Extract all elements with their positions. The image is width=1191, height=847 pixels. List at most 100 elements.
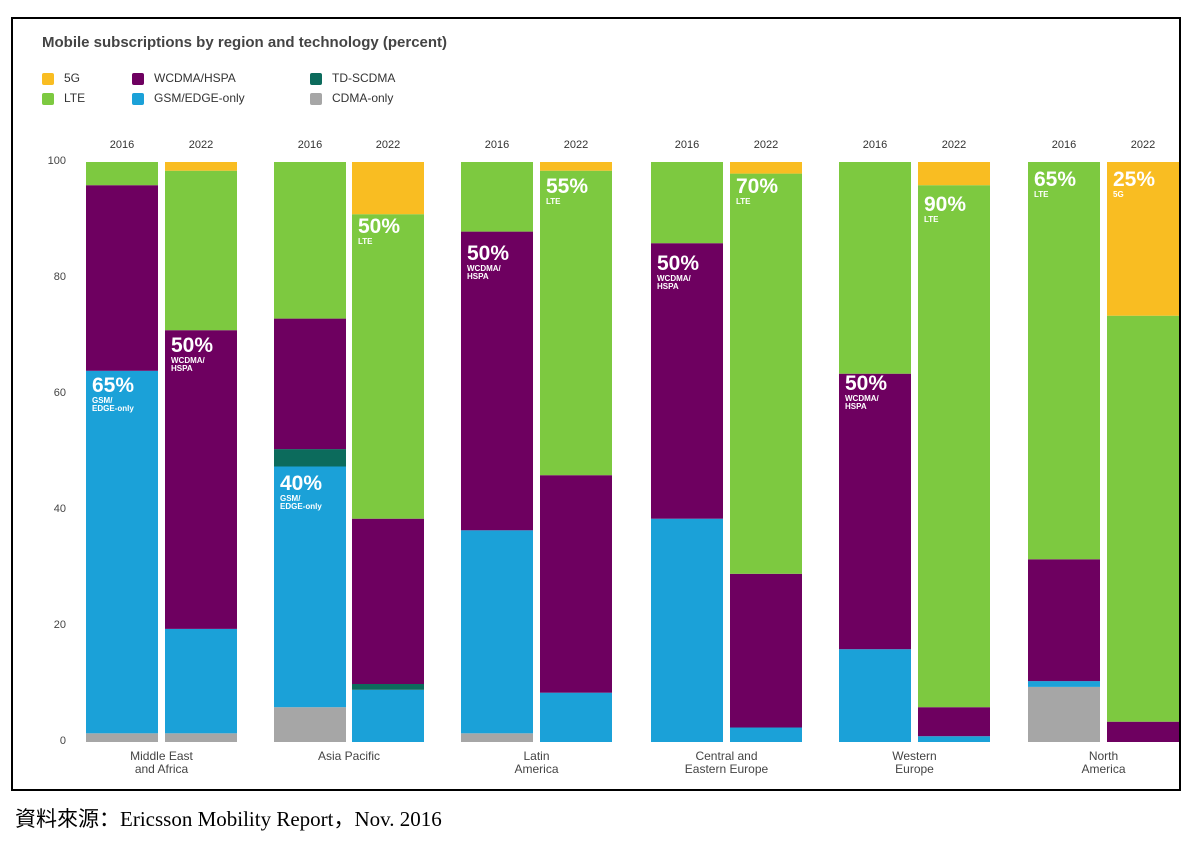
bar-segment bbox=[839, 373, 911, 650]
bar-segment bbox=[461, 530, 533, 734]
annotation-note: 5G bbox=[1113, 190, 1124, 200]
bar-segment bbox=[730, 162, 802, 174]
annotation: 70% LTE bbox=[736, 175, 778, 206]
group-label: Central and Eastern Europe bbox=[684, 749, 769, 777]
bar-segment bbox=[1107, 162, 1179, 316]
group-label: Middle East and Africa bbox=[130, 749, 193, 777]
y-tick-label: 80 bbox=[53, 271, 66, 283]
annotation-value: 50% bbox=[845, 372, 888, 395]
annotation-note: WCDMA/ HSPA bbox=[171, 356, 205, 374]
annotation-value: 50% bbox=[657, 252, 700, 275]
bar-segment bbox=[540, 692, 612, 742]
annotation-value: 65% bbox=[92, 374, 135, 397]
bar-segment bbox=[918, 162, 990, 186]
legend-label: 5G bbox=[64, 71, 81, 85]
bar-segment bbox=[86, 185, 158, 371]
bar-segment bbox=[274, 707, 346, 742]
bar-segment bbox=[918, 185, 990, 708]
x-tick-label: 2016 bbox=[862, 139, 888, 151]
x-tick-label: 2022 bbox=[753, 139, 779, 151]
group-label: North America bbox=[1081, 749, 1126, 777]
x-tick-label: 2022 bbox=[375, 139, 401, 151]
annotation: 55% LTE bbox=[546, 175, 588, 206]
y-tick-label: 40 bbox=[53, 503, 66, 515]
legend-label: GSM/EDGE-only bbox=[154, 91, 245, 105]
annotation-note: WCDMA/ HSPA bbox=[657, 274, 691, 292]
bar-segment bbox=[1028, 559, 1100, 682]
x-tick-label: 2016 bbox=[674, 139, 700, 151]
bar-segment bbox=[165, 162, 237, 171]
annotation: 50% WCDMA/ HSPA bbox=[657, 252, 699, 292]
bar-segment bbox=[1107, 721, 1179, 742]
bar-segment bbox=[1028, 686, 1100, 742]
bar-segment bbox=[352, 689, 424, 742]
annotation-value: 90% bbox=[924, 193, 967, 216]
legend-swatch bbox=[42, 93, 54, 105]
legend-swatch bbox=[132, 93, 144, 105]
bar-segment bbox=[1107, 315, 1179, 722]
bar-segment bbox=[352, 214, 424, 519]
annotation: 50% WCDMA/ HSPA bbox=[171, 334, 213, 374]
annotation-value: 50% bbox=[467, 242, 510, 265]
annotation-note: LTE bbox=[358, 237, 373, 247]
annotation: 50% WCDMA/ HSPA bbox=[845, 372, 887, 412]
bar-segment bbox=[165, 330, 237, 629]
bar-segment bbox=[540, 475, 612, 693]
legend-label: CDMA-only bbox=[332, 91, 394, 105]
y-tick-label: 0 bbox=[59, 735, 66, 747]
annotation-value: 70% bbox=[736, 175, 779, 198]
annotation: 90% LTE bbox=[924, 193, 966, 224]
bar-segment bbox=[651, 243, 723, 519]
bar-segment bbox=[839, 649, 911, 742]
annotation-note: LTE bbox=[1034, 190, 1049, 200]
bar-segment bbox=[540, 170, 612, 476]
bar-segment bbox=[540, 162, 612, 171]
bar-segment bbox=[352, 162, 424, 215]
bar-segment bbox=[918, 736, 990, 742]
x-tick-label: 2016 bbox=[109, 139, 135, 151]
annotation: 65% LTE bbox=[1034, 168, 1076, 199]
annotation-note: LTE bbox=[736, 197, 751, 207]
annotation-note: GSM/ EDGE-only bbox=[280, 494, 322, 512]
bar-segment bbox=[165, 170, 237, 331]
group-label: Latin America bbox=[514, 749, 559, 777]
x-tick-label: 2022 bbox=[188, 139, 214, 151]
bar-segment bbox=[274, 162, 346, 319]
x-tick-label: 2022 bbox=[1130, 139, 1156, 151]
annotation-note: GSM/ EDGE-only bbox=[92, 396, 134, 414]
annotation-note: LTE bbox=[546, 197, 561, 207]
group-label: Asia Pacific bbox=[317, 749, 381, 763]
chart-title: Mobile subscriptions by region and techn… bbox=[42, 34, 448, 51]
bar-segment bbox=[274, 318, 346, 450]
bar-segment bbox=[839, 162, 911, 374]
bar-segment bbox=[461, 162, 533, 232]
legend-swatch bbox=[310, 73, 322, 85]
bar-segment bbox=[274, 466, 346, 708]
bar-segment bbox=[651, 162, 723, 244]
x-tick-label: 2016 bbox=[297, 139, 323, 151]
source: 資料來源：Ericsson Mobility Report，Nov. 2016 bbox=[15, 807, 442, 831]
bar-segment bbox=[352, 518, 424, 684]
legend-label: WCDMA/HSPA bbox=[154, 71, 236, 85]
annotation-note: WCDMA/ HSPA bbox=[467, 264, 501, 282]
y-tick-label: 20 bbox=[53, 619, 66, 631]
bar-segment bbox=[1028, 681, 1100, 687]
annotation: 50% WCDMA/ HSPA bbox=[467, 242, 509, 282]
bar-segment bbox=[165, 628, 237, 734]
x-tick-label: 2022 bbox=[563, 139, 589, 151]
bar-segment bbox=[730, 727, 802, 742]
annotation: 40% GSM/ EDGE-only bbox=[280, 472, 322, 512]
x-tick-label: 2022 bbox=[941, 139, 967, 151]
bar-segment bbox=[86, 370, 158, 734]
bar-segment bbox=[730, 173, 802, 574]
x-tick-label: 2016 bbox=[484, 139, 510, 151]
annotation: 25% 5G bbox=[1113, 168, 1155, 199]
annotation-value: 25% bbox=[1113, 168, 1156, 191]
annotation: 65% GSM/ EDGE-only bbox=[92, 374, 134, 414]
y-tick-label: 100 bbox=[47, 155, 66, 167]
annotation-note: LTE bbox=[924, 215, 939, 225]
legend-swatch bbox=[310, 93, 322, 105]
bar-segment bbox=[730, 573, 802, 728]
